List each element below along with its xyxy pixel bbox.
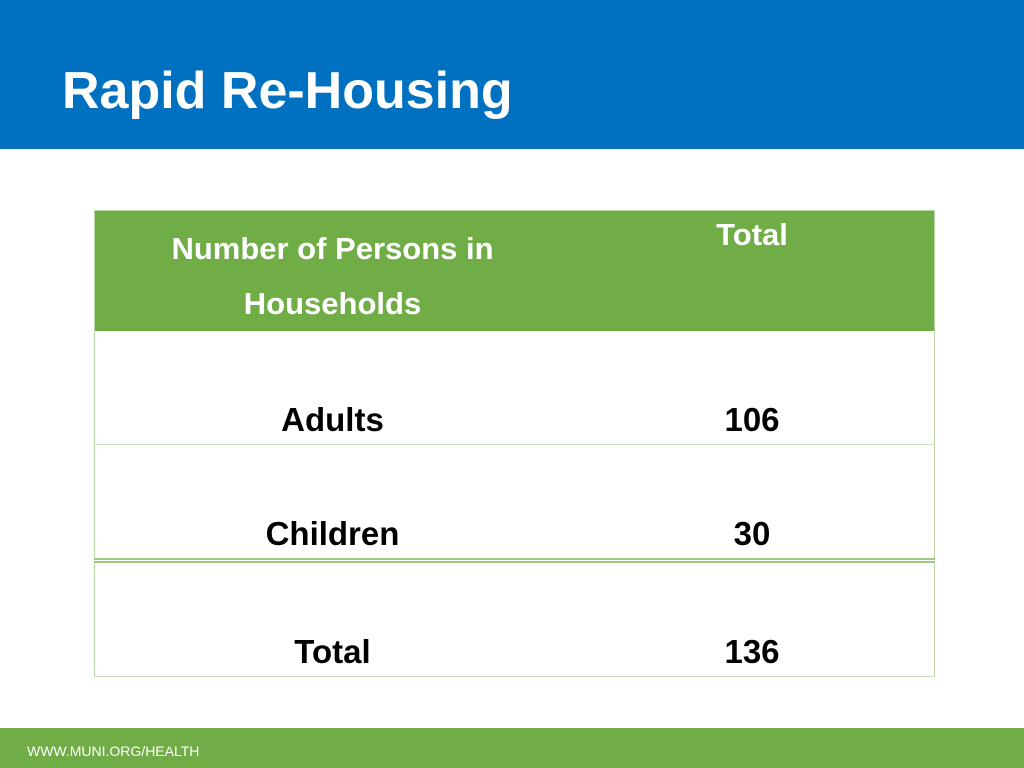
row-label: Total [94, 560, 570, 677]
header-persons-in-households: Number of Persons in Households [94, 210, 570, 331]
header-total-text: Total [716, 217, 788, 252]
table-row-adults: Adults 106 [94, 331, 935, 445]
title-bar: Rapid Re-Housing [0, 0, 1024, 149]
persons-table: Number of Persons in Households Total Ad… [94, 210, 935, 677]
row-value: 136 [570, 560, 935, 677]
row-value: 30 [570, 444, 935, 563]
header-label-text: Number of Persons in Households [171, 231, 494, 321]
footer-url: WWW.MUNI.ORG/HEALTH [27, 743, 200, 759]
row-label: Children [94, 444, 570, 563]
table-row-children: Children 30 [94, 444, 935, 563]
table-row-total: Total 136 [94, 560, 935, 677]
slide-title: Rapid Re-Housing [62, 62, 513, 120]
row-value: 106 [570, 331, 935, 445]
footer-bar: WWW.MUNI.ORG/HEALTH [0, 728, 1024, 768]
row-label: Adults [94, 331, 570, 445]
header-total: Total [570, 210, 935, 331]
table-header-row: Number of Persons in Households Total [94, 210, 935, 331]
